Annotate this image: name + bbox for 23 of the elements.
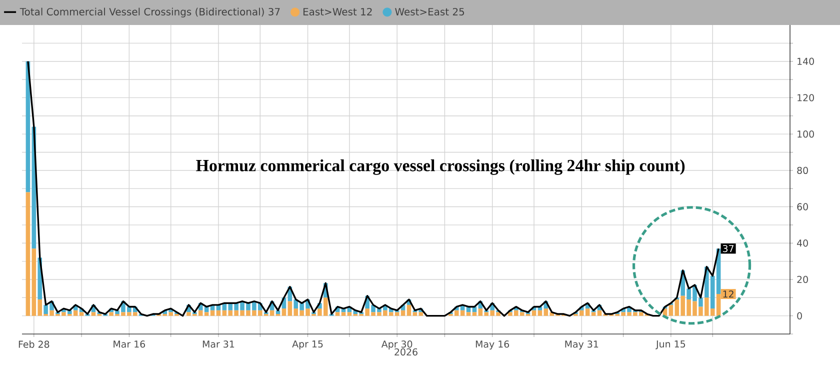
x-tick-label: Apr 15 xyxy=(292,340,323,350)
x-tick-label: Mar 31 xyxy=(202,340,234,348)
y-tick-label: 60 xyxy=(797,203,808,210)
x-tick-label: Feb 28 xyxy=(18,340,50,348)
data-label: 12 xyxy=(723,290,734,298)
y-tick-label: 140 xyxy=(798,58,814,65)
text: Hormuz commerical cargo vessel crossings (rolling 24hr ship count) xyxy=(196,159,685,175)
x-axis-title: 2026 xyxy=(394,348,418,356)
x-tick-label: Jun 15 xyxy=(656,340,686,350)
y-tick-label: 100 xyxy=(798,130,814,138)
x-tick-label: Apr 30 xyxy=(381,340,412,350)
x-tick-label: May 31 xyxy=(565,340,598,350)
legend-label: Total Commercial Vessel Crossings (Bidirectional) 37 xyxy=(20,8,280,18)
x-tick-label: May 16 xyxy=(476,340,510,350)
y-tick-label: 0 xyxy=(797,312,802,320)
legend-label: West>East 25 xyxy=(395,8,464,16)
y-tick-label: 40 xyxy=(797,240,808,247)
legend-label: East>West 12 xyxy=(304,8,372,16)
y-tick-label: 80 xyxy=(797,166,808,174)
y-tick-label: 20 xyxy=(797,276,808,284)
data-label: 37 xyxy=(722,244,734,252)
x-tick-label: Mar 16 xyxy=(114,340,146,348)
y-tick-label: 120 xyxy=(798,94,814,102)
